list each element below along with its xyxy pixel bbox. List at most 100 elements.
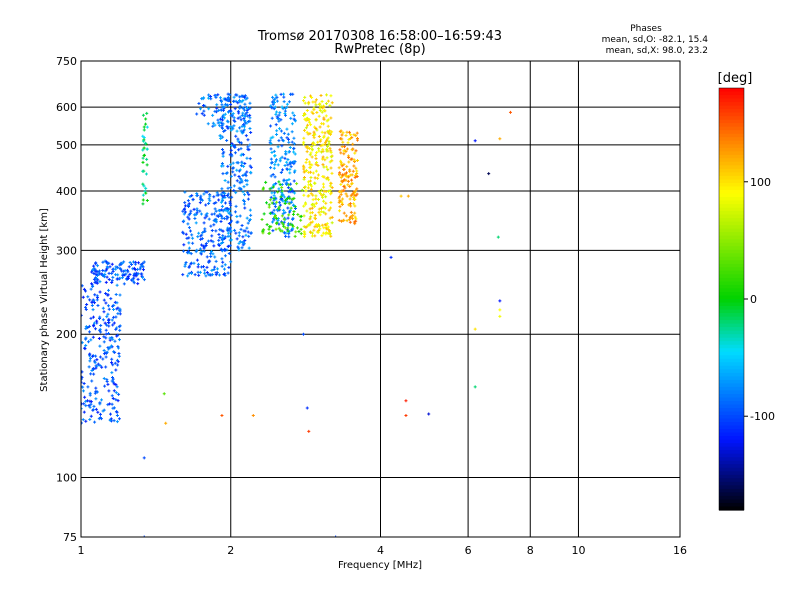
data-point <box>236 161 240 165</box>
data-point <box>239 129 243 133</box>
colorbar-segment <box>719 337 744 342</box>
data-point <box>221 154 225 158</box>
data-point <box>353 215 357 219</box>
data-point <box>182 219 186 223</box>
stats-line-x: mean, sd,X: 98.0, 23.2 <box>606 46 708 56</box>
data-point <box>226 180 230 184</box>
data-point <box>226 126 230 130</box>
data-point <box>90 303 94 307</box>
data-point <box>195 207 199 211</box>
colorbar-segment <box>719 429 744 434</box>
data-point <box>123 269 127 273</box>
colorbar-segment <box>719 488 744 494</box>
data-point <box>345 130 349 134</box>
data-point <box>273 215 277 219</box>
data-point <box>209 224 213 228</box>
data-point <box>273 154 277 158</box>
data-point <box>348 173 352 177</box>
data-point <box>305 109 309 113</box>
x-tick-label: 6 <box>465 544 472 557</box>
data-point <box>338 148 342 152</box>
data-point <box>261 231 265 235</box>
x-axis: 1 2 4 6 8 10 16 <box>78 544 688 557</box>
data-point <box>342 149 346 153</box>
data-point <box>314 153 318 157</box>
data-point <box>213 123 217 127</box>
data-point <box>187 213 191 217</box>
data-point <box>291 203 295 207</box>
data-point <box>214 220 218 224</box>
data-point <box>349 215 353 219</box>
colorbar-segment <box>719 302 744 307</box>
data-point <box>249 231 253 235</box>
data-point <box>229 186 233 190</box>
data-point <box>313 213 317 217</box>
data-point <box>226 231 230 235</box>
data-point <box>228 125 232 129</box>
data-point <box>108 418 112 422</box>
data-point <box>271 185 275 189</box>
data-point <box>309 192 313 196</box>
data-point <box>286 216 290 220</box>
data-point <box>268 187 272 191</box>
data-point <box>229 128 233 132</box>
data-point <box>134 274 138 278</box>
data-point <box>218 134 222 138</box>
data-point <box>114 391 118 395</box>
data-point <box>329 166 333 170</box>
data-point <box>213 109 217 113</box>
data-point <box>198 201 202 205</box>
data-point <box>220 248 224 252</box>
data-point <box>87 324 91 328</box>
data-point <box>187 271 191 275</box>
data-point <box>325 227 329 231</box>
x-tick-label: 8 <box>527 544 534 557</box>
data-point <box>117 417 121 421</box>
data-point <box>338 190 342 194</box>
data-point <box>322 117 326 121</box>
data-point <box>275 221 279 225</box>
colorbar-segment <box>719 197 744 202</box>
data-point <box>228 109 232 113</box>
data-point <box>212 223 216 227</box>
data-point <box>88 330 92 334</box>
data-point <box>91 335 95 339</box>
colorbar-segment <box>719 372 744 377</box>
data-point <box>99 272 103 276</box>
data-point <box>287 140 291 144</box>
y-tick-label: 400 <box>56 185 77 198</box>
data-point <box>313 204 317 208</box>
data-point <box>227 195 231 199</box>
data-point <box>115 410 119 414</box>
data-point <box>320 122 324 126</box>
data-point <box>221 122 225 126</box>
data-point <box>292 117 296 121</box>
data-point <box>104 280 108 284</box>
data-point <box>286 206 290 210</box>
colorbar-segment <box>719 123 744 128</box>
data-point <box>107 317 111 321</box>
data-point <box>234 134 238 138</box>
data-point <box>199 107 203 111</box>
data-point <box>98 280 102 284</box>
data-point <box>101 318 105 322</box>
data-point <box>215 271 219 275</box>
data-point <box>347 160 351 164</box>
data-point <box>288 210 292 214</box>
data-point <box>283 201 287 205</box>
data-point <box>330 171 334 175</box>
data-point <box>267 203 271 207</box>
data-point <box>219 96 223 100</box>
data-point <box>84 336 88 340</box>
colorbar-segment <box>719 481 744 486</box>
data-point <box>221 105 225 109</box>
data-point <box>310 96 314 100</box>
data-point <box>272 149 276 153</box>
data-point <box>337 173 341 177</box>
colorbar-segment <box>719 200 744 205</box>
data-point <box>116 399 120 403</box>
data-point <box>302 177 306 181</box>
data-point <box>283 152 287 156</box>
data-point <box>244 97 248 101</box>
data-point <box>347 156 351 160</box>
